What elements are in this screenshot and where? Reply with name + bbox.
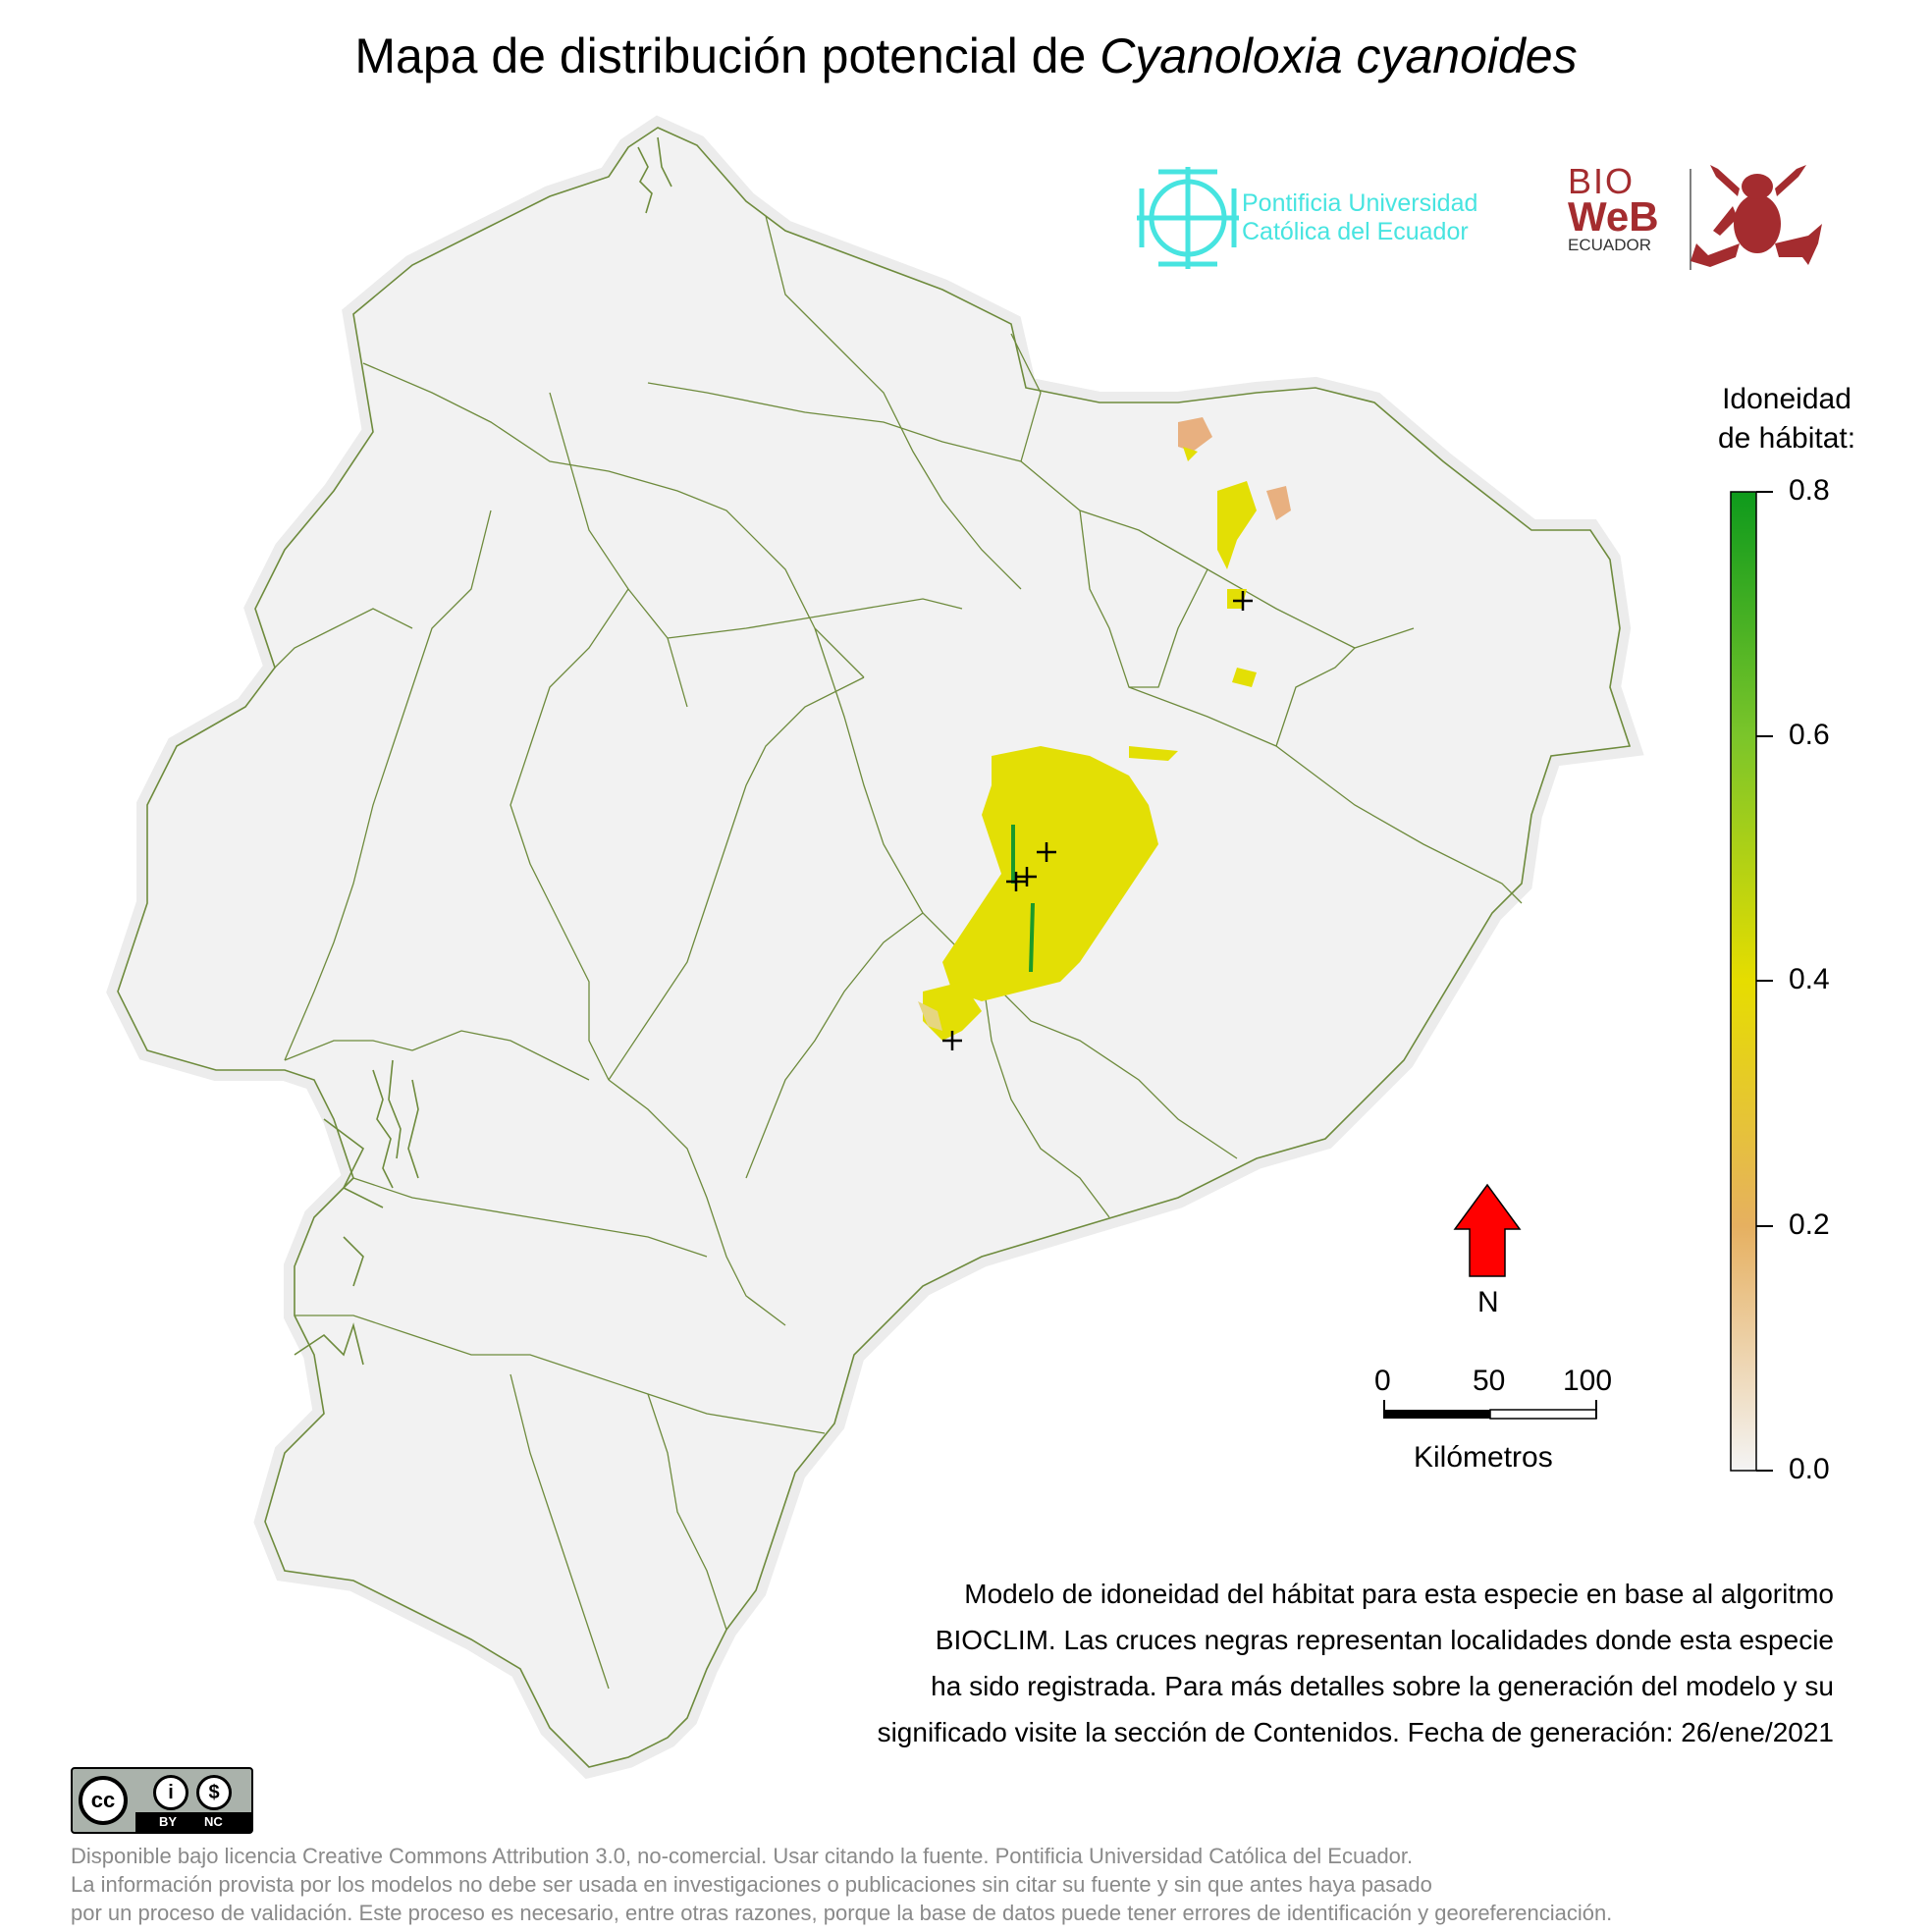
legend-title-line2: de hábitat: [1717,422,1856,455]
occurrence-cross [942,1031,962,1050]
legend-tick-label: 0.8 [1789,474,1830,507]
title-species: Cyanoloxia cyanoides [1100,28,1578,83]
puce-line2: Católica del Ecuador [1242,218,1469,245]
legend-tick-label: 0.6 [1789,719,1830,751]
occurrence-cross [1037,842,1056,862]
legend-title: Idoneidad de hábitat: [1669,380,1905,458]
cc-icon: cc [79,1776,128,1825]
occurrence-cross [1233,591,1253,611]
bioweb-bottom: ECUADOR [1568,236,1652,254]
nc-label: NC [204,1814,223,1829]
scale-unit: Kilómetros [1414,1441,1553,1474]
legend-ticks [1756,491,1773,1472]
model-description: Modelo de idoneidad del hábitat para est… [705,1571,1834,1755]
person-icon: i [153,1775,188,1810]
legend-colorbar [1730,491,1757,1472]
description-line: BIOCLIM. Las cruces negras representan l… [935,1625,1834,1655]
scale-label-0: 0 [1374,1365,1391,1397]
frog-logo-icon [1690,165,1822,267]
footer-line: por un proceso de validación. Este proce… [71,1901,1613,1925]
north-arrow-label: N [1477,1286,1499,1318]
coastal-wetlands [294,136,672,1366]
description-line: Modelo de idoneidad del hábitat para est… [964,1579,1834,1609]
description-line: significado visite la sección de Conteni… [877,1717,1834,1747]
description-line: ha sido registrada. Para más detalles so… [931,1671,1834,1701]
puce-line1: Pontificia Universidad [1242,189,1478,217]
scale-label-100: 100 [1563,1365,1613,1397]
license-footer: Disponible bajo licencia Creative Common… [71,1842,1926,1927]
no-dollar-icon: $ [196,1775,232,1810]
bioweb-top: BIO [1568,161,1636,201]
bioweb-logo: BIO WeB ECUADOR [1568,161,1659,255]
occurrence-cross [1017,867,1037,886]
country-outline [117,127,1632,1768]
footer-line: Disponible bajo licencia Creative Common… [71,1844,1414,1868]
title-prefix: Mapa de distribución potencial de [354,28,1100,83]
scale-label-50: 50 [1473,1365,1506,1397]
page-title: Mapa de distribución potencial de Cyanol… [0,27,1932,84]
suitability-raster [918,417,1291,1041]
legend-tick-label: 0.2 [1789,1208,1830,1241]
legend-tick-label: 0.0 [1789,1453,1830,1485]
puce-logo-icon [1137,167,1239,269]
occurrence-cross [1006,872,1026,891]
occurrence-markers [942,591,1253,1050]
legend-tick-label: 0.4 [1789,963,1830,995]
province-borders [274,215,1523,1690]
by-label: BY [159,1814,178,1829]
puce-logo-text: Pontificia Universidad Católica del Ecua… [1242,189,1477,246]
bioweb-mid: WeB [1568,193,1659,240]
north-arrow-icon [1453,1183,1522,1277]
legend-title-line1: Idoneidad [1722,383,1852,415]
cc-license-badge[interactable]: cc i $ BY NC [71,1767,253,1834]
scale-bar [1383,1400,1597,1420]
footer-line: La información provista por los modelos … [71,1872,1432,1897]
